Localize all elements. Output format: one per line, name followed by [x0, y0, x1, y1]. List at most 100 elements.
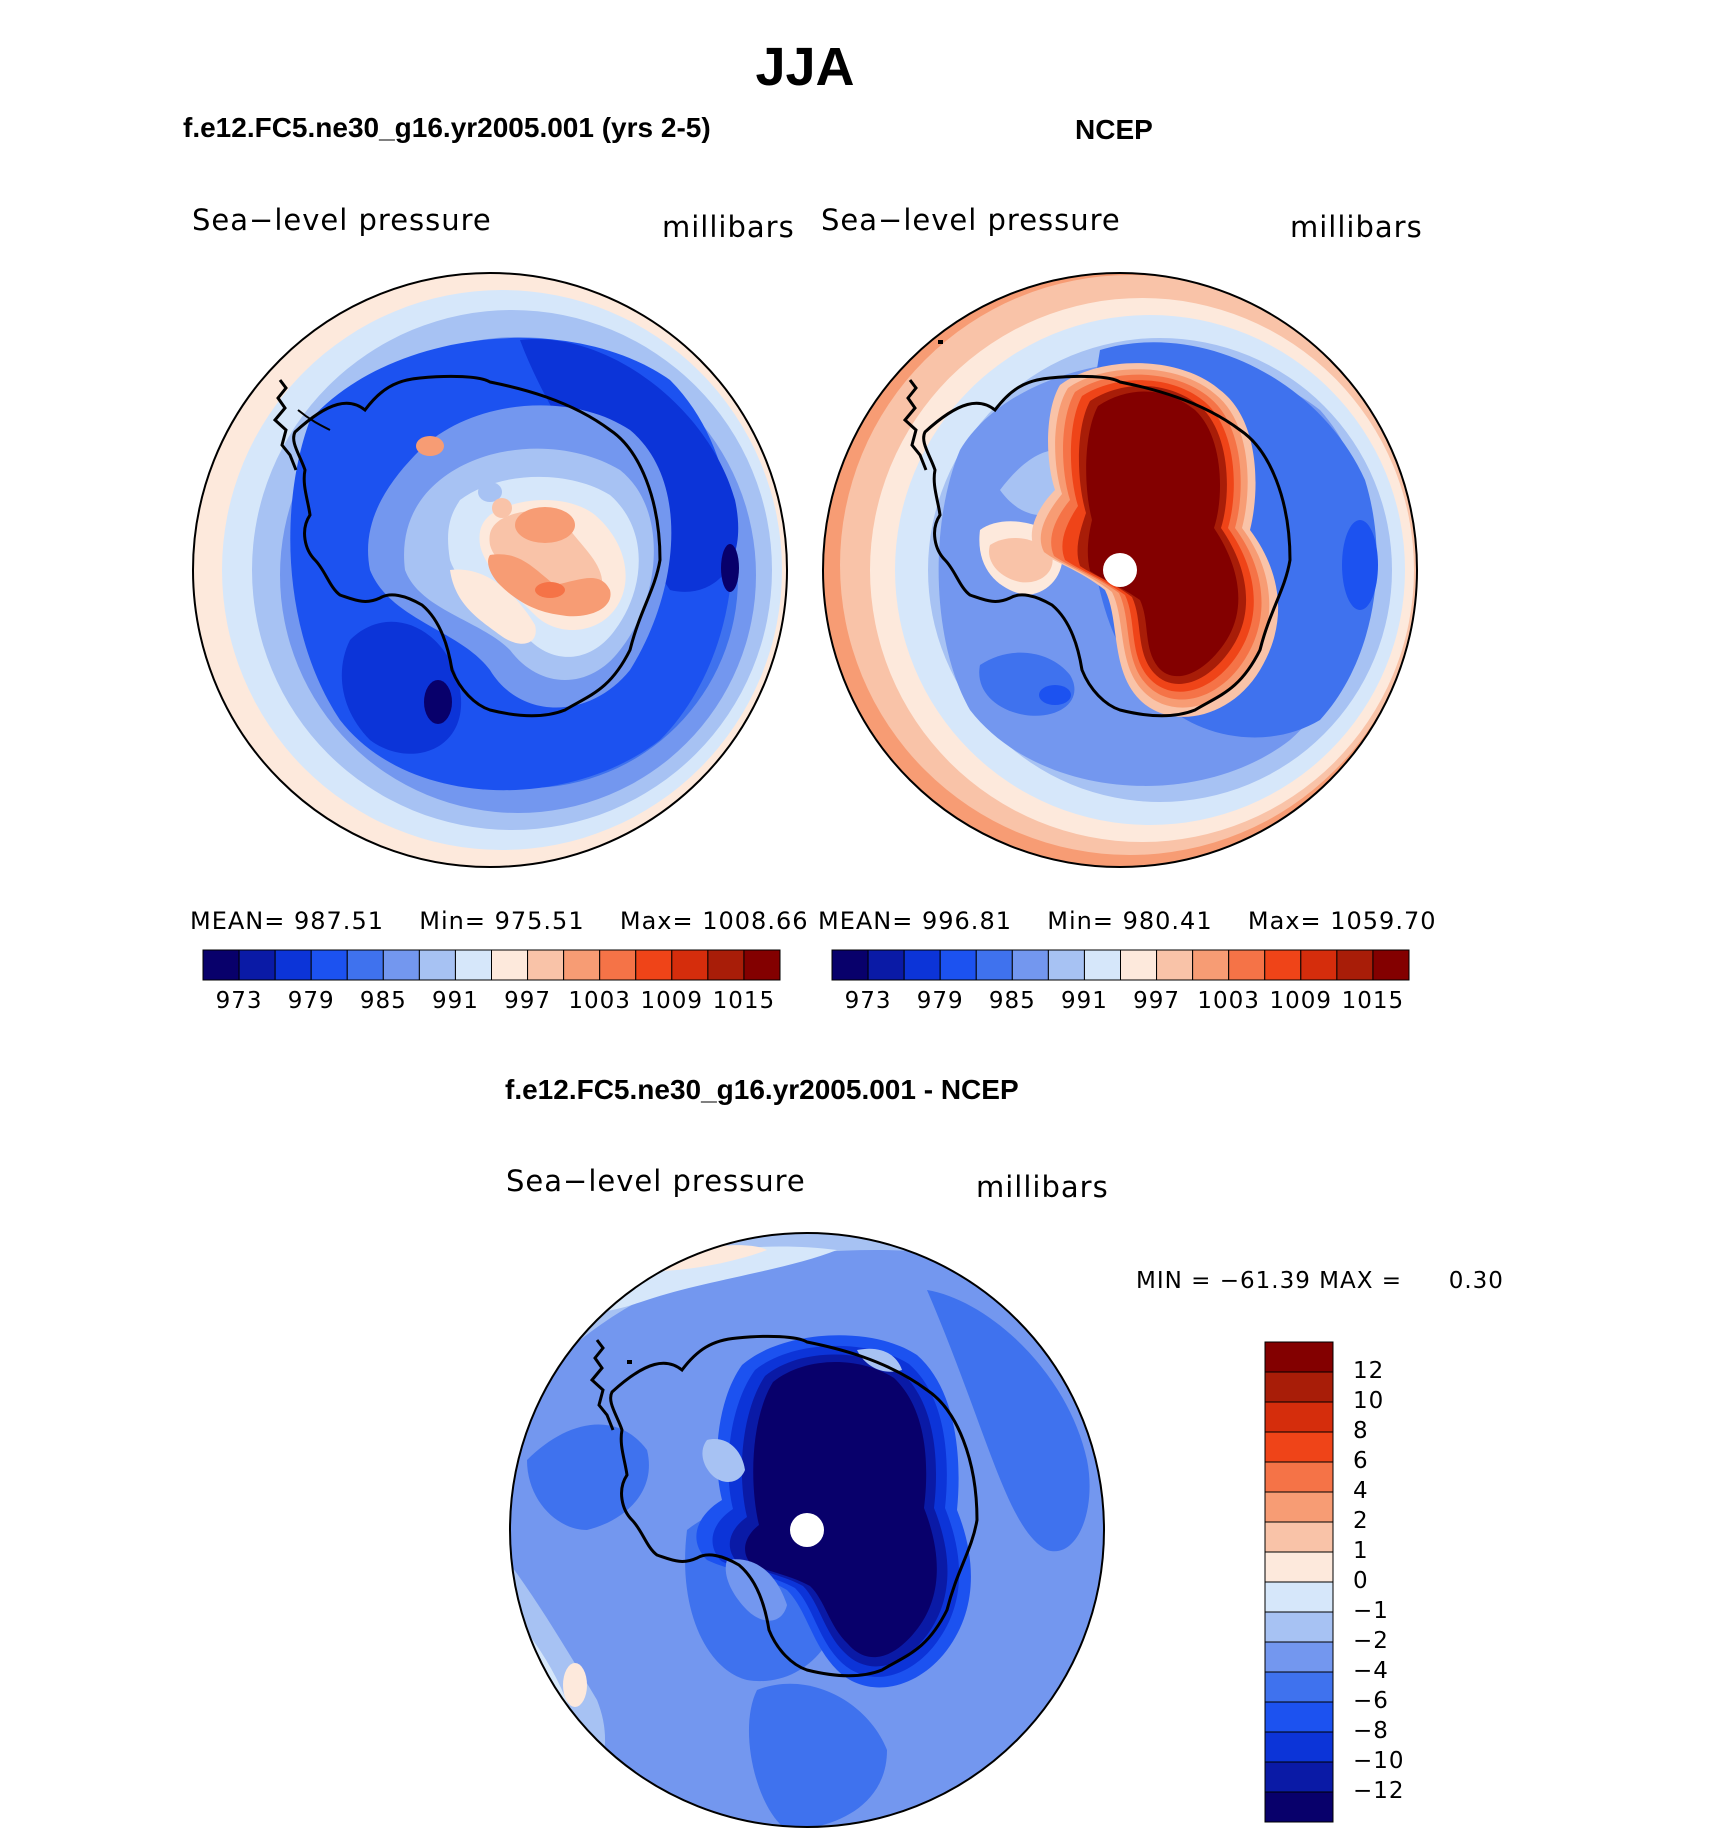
map-field	[527, 1424, 649, 1530]
map-low-center	[1342, 520, 1378, 610]
map-high-center	[535, 582, 565, 598]
variable-label-ncep: Sea−level pressure	[821, 203, 1121, 237]
variable-label-model: Sea−level pressure	[192, 203, 492, 237]
island-coastline	[276, 342, 281, 346]
colorbar-swatch	[1264, 1551, 1334, 1583]
colorbar-tick-label: 1009	[640, 988, 704, 1014]
variable-label-difference: Sea−level pressure	[506, 1164, 806, 1198]
colorbar-tick-label: 997	[1133, 988, 1181, 1014]
colorbar-tick-label: 1015	[1341, 988, 1405, 1014]
colorbar-horizontal-ncep	[831, 949, 1410, 985]
colorbar-swatch	[635, 949, 673, 981]
mean-value: 987.51	[294, 907, 384, 935]
colorbar-swatch	[527, 949, 565, 981]
mean-label: MEAN=	[190, 907, 286, 935]
max-label: Max=	[1247, 907, 1322, 935]
colorbar-swatch	[1264, 1731, 1334, 1763]
colorbar-swatch	[238, 949, 276, 981]
map-high	[492, 498, 512, 518]
colorbar-tick-label: 12	[1353, 1358, 1385, 1384]
pole-mask	[1103, 553, 1137, 587]
colorbar-swatch	[903, 949, 941, 981]
map-field	[927, 1290, 1090, 1552]
colorbar-tick-label: 985	[988, 988, 1036, 1014]
max-value: 1059.70	[1330, 907, 1437, 935]
colorbar-swatch	[707, 949, 745, 981]
map-high-center	[515, 507, 575, 543]
map-border	[192, 272, 788, 868]
mean-label: MEAN=	[818, 907, 914, 935]
map-field	[702, 1439, 745, 1482]
negative-center	[745, 1361, 937, 1658]
colorbar-tick-label: −4	[1353, 1658, 1389, 1684]
high-pressure-center	[1086, 391, 1239, 677]
colorbar-vertical-difference	[1264, 1341, 1334, 1827]
min-label: Min=	[419, 907, 486, 935]
colorbar-swatch	[1192, 949, 1230, 981]
min-label: Min=	[1047, 907, 1114, 935]
pole-mask	[790, 1513, 824, 1547]
colorbar-swatch	[1336, 949, 1374, 981]
colorbar-swatch	[454, 949, 492, 981]
colorbar-ticks-model: 973 979 985 991 997 1003 1009 1015	[203, 988, 780, 1018]
colorbar-swatch	[1264, 1701, 1334, 1733]
colorbar-swatch	[671, 949, 709, 981]
colorbar-tick-label: −6	[1353, 1688, 1389, 1714]
colorbar-swatch	[1264, 1611, 1334, 1643]
colorbar-tick-label: 8	[1353, 1418, 1369, 1444]
colorbar-swatch	[743, 949, 781, 981]
colorbar-tick-label: 1015	[712, 988, 776, 1014]
colorbar-swatch	[975, 949, 1013, 981]
map-min	[478, 482, 502, 502]
antarctica-coastline	[609, 1334, 979, 1678]
peninsula-coastline	[589, 1339, 615, 1431]
colorbar-tick-label: 1003	[1197, 988, 1260, 1014]
colorbar-tick-label: 0	[1353, 1568, 1369, 1594]
colorbar-swatch	[382, 949, 420, 981]
colorbar-swatch	[1120, 949, 1158, 981]
island-coastline	[297, 409, 331, 431]
map-positive	[563, 1663, 587, 1707]
colorbar-tick-label: 10	[1353, 1388, 1385, 1414]
units-label-ncep: millibars	[1290, 210, 1423, 244]
colorbar-swatch	[599, 949, 637, 981]
figure-title: JJA	[755, 37, 855, 97]
colorbar-tick-label: −1	[1353, 1598, 1389, 1624]
units-label-model: millibars	[662, 210, 795, 244]
colorbar-tick-label: 1	[1353, 1538, 1369, 1564]
minmax-label: MIN = −61.39 MAX =	[1136, 1268, 1403, 1294]
map-field	[857, 1348, 902, 1372]
colorbar-tick-label: 991	[1060, 988, 1108, 1014]
colorbar-swatch	[274, 949, 312, 981]
colorbar-swatch	[1264, 1581, 1334, 1613]
colorbar-horizontal-model	[202, 949, 781, 985]
antarctica-coastline	[922, 374, 1292, 718]
colorbar-swatch	[310, 949, 348, 981]
colorbar-tick-label: 1009	[1269, 988, 1333, 1014]
map-field	[567, 1246, 837, 1312]
colorbar-tick-label: 991	[431, 988, 479, 1014]
colorbar-swatch	[1264, 1491, 1334, 1523]
colorbar-tick-label: 973	[215, 988, 263, 1014]
map-high-center	[416, 436, 444, 456]
colorbar-swatch	[1264, 1761, 1334, 1793]
map-border	[509, 1232, 1105, 1828]
map-border	[822, 272, 1418, 868]
colorbar-swatches	[1264, 1341, 1334, 1823]
colorbar-ticks-ncep: 973 979 985 991 997 1003 1009 1015	[832, 988, 1409, 1018]
colorbar-swatch	[1264, 1521, 1334, 1553]
colorbar-swatch	[418, 949, 456, 981]
colorbar-tick-label: 997	[504, 988, 552, 1014]
stats-model: MEAN= 987.51 Min= 975.51 Max= 1008.66	[190, 907, 809, 935]
mean-value: 996.81	[922, 907, 1012, 935]
min-value: 980.41	[1122, 907, 1213, 935]
map-low-center	[424, 680, 452, 724]
map-field	[749, 1683, 887, 1827]
colorbar-tick-label: −2	[1353, 1628, 1389, 1654]
max-value: 1008.66	[702, 907, 809, 935]
antarctica-coastline	[292, 374, 662, 718]
colorbar-swatch	[491, 949, 529, 981]
colorbar-swatch	[1264, 1341, 1334, 1373]
colorbar-swatch	[1264, 1641, 1334, 1673]
map-low-center	[1039, 685, 1071, 705]
